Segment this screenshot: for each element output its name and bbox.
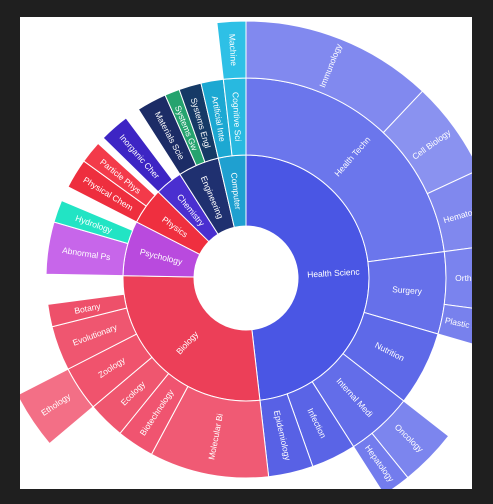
segment-particle[interactable] [83, 142, 156, 207]
label-machine: Machine [227, 34, 239, 67]
segment-machine[interactable] [216, 20, 247, 80]
segment-botany[interactable] [47, 293, 128, 328]
label-computer: Computer [229, 172, 243, 210]
chart-frame: Health Scienc Health Techn Immunology Cell … [20, 17, 472, 489]
segment-ethology[interactable] [20, 368, 94, 445]
label-cogsci: Cognitive Sci [230, 92, 243, 142]
label-surgery: Surgery [392, 284, 423, 296]
segment-inorganic[interactable] [102, 117, 173, 193]
segment-orthoptics[interactable] [443, 244, 472, 312]
sunburst-segments [20, 20, 472, 489]
segment-hydrology[interactable] [53, 199, 134, 245]
label-orthoptics: Orthoptics [455, 273, 472, 283]
label-health: Health Scienc [307, 267, 361, 280]
